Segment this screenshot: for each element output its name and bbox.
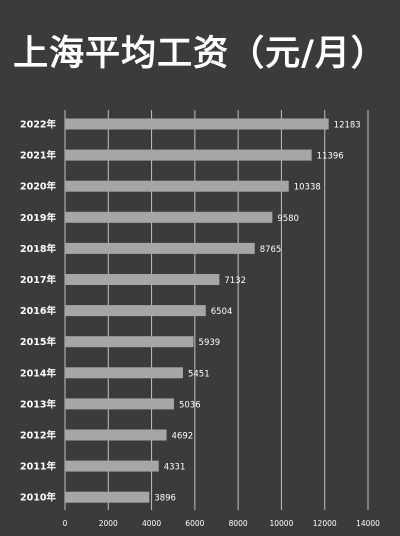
data-label: 4692: [172, 432, 194, 442]
bar: [65, 491, 150, 503]
bar: [65, 149, 312, 161]
x-tick-label: 6000: [185, 519, 204, 528]
bar: [65, 305, 206, 317]
x-tick-label: 12000: [313, 519, 337, 528]
y-tick-label: 2016年: [20, 305, 56, 317]
x-tick-label: 10000: [269, 519, 293, 528]
data-label: 8765: [260, 245, 282, 255]
bar: [65, 367, 183, 379]
y-tick-label: 2015年: [20, 336, 56, 348]
chart-title: 上海平均工资（元/月）: [13, 34, 387, 74]
bar: [65, 242, 255, 254]
data-label: 5451: [188, 369, 210, 379]
data-label: 5939: [199, 338, 221, 348]
y-tick-label: 2017年: [20, 274, 56, 286]
y-tick-label: 2010年: [20, 492, 56, 504]
y-tick-label: 2021年: [20, 150, 56, 162]
bar: [65, 460, 159, 472]
y-tick-label: 2013年: [20, 398, 56, 410]
bar: [65, 274, 220, 285]
bar: [65, 118, 329, 130]
data-label: 11396: [317, 152, 344, 162]
data-label: 5036: [179, 400, 201, 410]
x-tick-label: 8000: [229, 519, 248, 528]
y-tick-label: 2014年: [20, 367, 56, 379]
y-tick-label: 2012年: [20, 430, 56, 442]
data-label: 10338: [294, 183, 321, 193]
data-label: 4331: [164, 463, 186, 473]
bar: [65, 180, 289, 192]
data-label: 3896: [154, 494, 176, 504]
data-label: 7132: [224, 276, 246, 286]
x-tick-label: 0: [63, 519, 68, 528]
data-label: 9580: [277, 214, 299, 224]
bar: [65, 429, 167, 441]
data-label: 12183: [334, 121, 361, 131]
y-tick-label: 2019年: [20, 212, 56, 224]
y-tick-label: 2011年: [20, 461, 56, 473]
x-tick-label: 4000: [142, 519, 161, 528]
x-tick-label: 14000: [356, 519, 380, 528]
y-tick-label: 2018年: [20, 243, 56, 255]
bar: [65, 211, 273, 223]
x-tick-label: 2000: [99, 519, 118, 528]
bar: [65, 398, 174, 410]
y-tick-label: 2020年: [20, 181, 56, 193]
bar: [65, 336, 194, 348]
y-tick-label: 2022年: [20, 119, 56, 131]
data-label: 6504: [211, 307, 233, 317]
